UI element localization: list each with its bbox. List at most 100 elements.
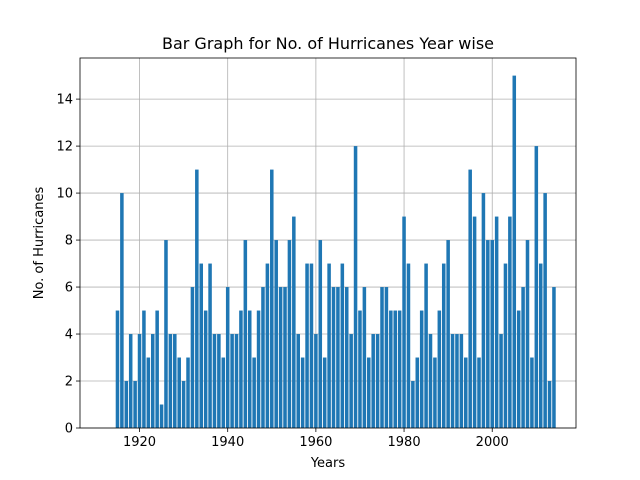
bar — [472, 216, 477, 428]
y-tick-label: 12 — [56, 140, 73, 155]
bar — [384, 287, 389, 428]
bar — [186, 357, 190, 428]
bar — [393, 310, 397, 428]
bar — [212, 334, 217, 428]
bar — [389, 310, 393, 428]
bar — [358, 310, 362, 428]
bar — [371, 334, 375, 428]
bar — [331, 287, 336, 428]
bar — [362, 287, 367, 428]
bar — [340, 263, 345, 428]
bar — [243, 240, 248, 428]
bar — [450, 334, 455, 428]
x-tick-label: 1940 — [211, 435, 244, 450]
bar — [353, 146, 358, 428]
x-tick-label: 1980 — [388, 435, 421, 450]
bar — [543, 193, 547, 428]
bar — [124, 381, 129, 428]
y-tick-label: 6 — [65, 281, 73, 296]
x-tick-label: 1960 — [299, 435, 332, 450]
y-tick-label: 0 — [65, 422, 73, 437]
bar — [552, 287, 556, 428]
bar — [270, 169, 274, 429]
y-tick-label: 4 — [65, 328, 73, 343]
bar — [146, 357, 151, 428]
bar — [305, 263, 309, 428]
bar — [120, 193, 124, 428]
bar — [459, 334, 464, 428]
bar — [283, 287, 287, 428]
bar — [397, 310, 402, 428]
bar — [234, 334, 239, 428]
bar — [538, 263, 543, 428]
bar — [367, 357, 371, 428]
bar — [261, 287, 265, 428]
x-axis-label: Years — [310, 456, 346, 471]
bar — [265, 263, 270, 428]
bar — [534, 146, 539, 428]
bar — [486, 240, 490, 428]
bar — [199, 263, 204, 428]
bar — [327, 263, 331, 428]
bar — [336, 287, 340, 428]
bar — [318, 240, 323, 428]
bar — [525, 240, 530, 428]
bar — [464, 357, 468, 428]
bar — [530, 357, 534, 428]
y-tick-label: 8 — [65, 234, 73, 249]
bar — [155, 310, 159, 428]
bar — [508, 216, 512, 428]
bar — [252, 357, 256, 428]
bar — [406, 263, 411, 428]
bar — [512, 75, 517, 428]
bar — [181, 381, 186, 428]
bar — [437, 310, 442, 428]
bar — [190, 287, 195, 428]
bar — [256, 310, 261, 428]
x-tick-label: 1920 — [123, 435, 156, 450]
bar — [217, 334, 221, 428]
bar — [419, 310, 424, 428]
bar — [516, 310, 521, 428]
bar — [415, 357, 420, 428]
bar — [150, 334, 155, 428]
bar — [274, 240, 278, 428]
chart-title: Bar Graph for No. of Hurricanes Year wis… — [162, 34, 494, 53]
bar — [177, 357, 181, 428]
bar — [115, 310, 120, 428]
bar — [287, 240, 292, 428]
bar — [344, 287, 349, 428]
bar — [292, 216, 296, 428]
bar — [314, 334, 318, 428]
bar — [173, 334, 177, 428]
bar — [300, 357, 305, 428]
bar — [203, 310, 208, 428]
ticks: 1920 1940 1960 1980 2000 0 2 4 6 8 10 12 14 — [56, 93, 508, 450]
bar — [490, 240, 494, 428]
bar — [278, 287, 283, 428]
bar — [230, 334, 234, 428]
bar — [137, 334, 142, 428]
bar — [164, 240, 168, 428]
bar — [477, 357, 481, 428]
bar — [225, 287, 230, 428]
bar — [133, 381, 137, 428]
bar — [247, 310, 252, 428]
bar — [380, 287, 384, 428]
bar — [159, 404, 164, 428]
bar — [309, 263, 314, 428]
bar — [503, 263, 508, 428]
bar — [481, 193, 486, 428]
bar — [402, 216, 406, 428]
bar — [128, 334, 133, 428]
bar — [455, 334, 459, 428]
bars — [115, 75, 556, 429]
bar — [296, 334, 301, 428]
y-axis-label: No. of Hurricanes — [32, 186, 47, 299]
bar — [411, 381, 415, 428]
bar — [168, 334, 173, 428]
bar — [428, 334, 433, 428]
bar — [424, 263, 428, 428]
